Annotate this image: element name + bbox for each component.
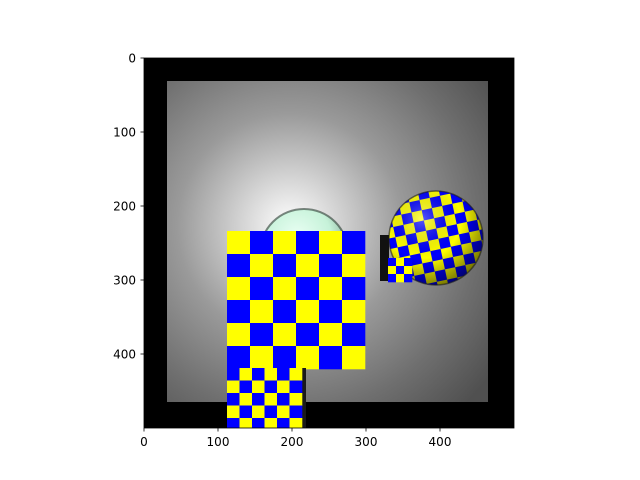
checker-tile [289, 368, 303, 381]
checker-tile [396, 258, 405, 267]
checker-tile [227, 300, 251, 324]
checker-tile [404, 266, 413, 275]
checker-tile [252, 380, 265, 394]
checker-tile [296, 231, 320, 255]
checker-tile [239, 393, 253, 406]
checker-tile [296, 346, 320, 370]
y-tick-label: 0 [128, 52, 136, 66]
y-tick-label: 300 [113, 274, 136, 288]
checker-tile [227, 254, 251, 278]
checker-tile [319, 346, 343, 370]
checker-tile [250, 277, 274, 301]
small-checkered-rectangle [227, 368, 303, 428]
checker-tile [227, 231, 251, 255]
checker-tile [342, 346, 366, 370]
checker-tile [227, 323, 251, 347]
checker-tile [239, 418, 253, 428]
checker-tile [319, 231, 343, 255]
checker-tile [404, 274, 413, 283]
checker-tile [396, 274, 405, 283]
y-tick-label: 100 [113, 126, 136, 140]
checker-tile [252, 393, 265, 406]
checker-tile [227, 380, 240, 394]
checker-tile [319, 323, 343, 347]
dark-block [380, 235, 389, 281]
checker-tile [404, 258, 413, 267]
checker-tile [319, 300, 343, 324]
checker-tile [250, 300, 274, 324]
checker-tile [250, 323, 274, 347]
checker-tile [273, 254, 297, 278]
checker-tile [273, 300, 297, 324]
checker-tile [319, 277, 343, 301]
checker-tile [227, 277, 251, 301]
plot-area [144, 58, 514, 428]
checker-tile [296, 323, 320, 347]
checker-tile [342, 300, 366, 324]
checker-tile [239, 405, 253, 419]
checker-tile [252, 405, 265, 419]
x-axis: 0 100 200 300 400 [140, 428, 451, 449]
checker-tile [342, 231, 366, 255]
checker-tile [227, 368, 240, 381]
y-axis: 0 100 200 300 400 [113, 52, 144, 362]
x-tick-label: 100 [207, 435, 230, 449]
checker-tile [396, 266, 405, 275]
checker-tile [277, 368, 290, 381]
checker-tile [277, 380, 290, 394]
checker-tile [227, 393, 240, 406]
checker-tile [273, 277, 297, 301]
y-tick-label: 400 [113, 348, 136, 362]
checker-tile [277, 405, 290, 419]
checker-tile [264, 418, 278, 428]
checker-tile [250, 254, 274, 278]
checker-tile [342, 323, 366, 347]
x-tick-label: 400 [429, 435, 452, 449]
board-shadow [300, 368, 306, 428]
checker-tile [264, 393, 278, 406]
checker-tile [239, 368, 253, 381]
checker-tile [227, 346, 251, 370]
checker-tile [319, 254, 343, 278]
checker-tile [227, 418, 240, 428]
checker-tile [264, 405, 278, 419]
checker-tile [296, 277, 320, 301]
checker-tile [252, 368, 265, 381]
small-checkered-block [388, 258, 413, 283]
y-tick-label: 200 [113, 200, 136, 214]
checker-tile [388, 266, 397, 275]
checker-tile [342, 254, 366, 278]
checker-tile [252, 418, 265, 428]
checker-tile [273, 346, 297, 370]
checker-tile [277, 393, 290, 406]
checker-tile [250, 231, 274, 255]
checker-tile [227, 405, 240, 419]
checker-tile [342, 277, 366, 301]
checker-tile [264, 368, 278, 381]
checker-tile [388, 274, 397, 283]
checker-tile [264, 380, 278, 394]
checker-tile [296, 254, 320, 278]
checker-tile [239, 380, 253, 394]
checker-tile [277, 418, 290, 428]
checker-tile [250, 346, 274, 370]
checker-tile [289, 380, 303, 394]
checker-tile [289, 393, 303, 406]
axes-spines [143, 57, 515, 429]
checker-tile [388, 258, 397, 267]
large-checkered-rectangle [227, 231, 366, 370]
checker-tile [296, 300, 320, 324]
checker-tile [289, 418, 303, 428]
x-tick-label: 300 [355, 435, 378, 449]
x-tick-label: 0 [140, 435, 148, 449]
checker-tile [273, 323, 297, 347]
x-tick-label: 200 [281, 435, 304, 449]
checker-tile [273, 231, 297, 255]
checker-tile [289, 405, 303, 419]
